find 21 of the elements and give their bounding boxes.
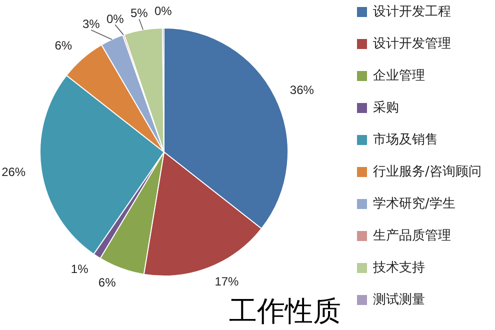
text: 工作性质 xyxy=(229,296,341,328)
data-label: 0% xyxy=(106,12,124,26)
legend-label: 采购 xyxy=(373,100,399,116)
legend-label: 市场及销售 xyxy=(373,132,438,148)
data-label: 26% xyxy=(2,165,26,180)
legend-label: 行业服务/咨询顾问 xyxy=(373,164,482,180)
data-label: 6% xyxy=(54,38,72,53)
legend-label: 企业管理 xyxy=(373,68,425,84)
data-label: 0% xyxy=(154,4,172,18)
legend-label: 设计开发管理 xyxy=(373,36,451,52)
legend-label: 设计开发工程 xyxy=(373,4,451,20)
legend-label: 测试测量 xyxy=(373,292,425,308)
legend-label: 学术研究/学生 xyxy=(373,196,456,212)
data-label: 36% xyxy=(290,82,314,97)
data-label: 17% xyxy=(214,274,240,289)
legend-label: 技术支持 xyxy=(372,260,425,276)
data-label: 1% xyxy=(70,262,89,276)
data-label: 3% xyxy=(82,17,100,32)
data-label: 5% xyxy=(130,6,148,20)
legend-label: 生产品质管理 xyxy=(373,228,451,244)
data-label: 6% xyxy=(98,276,116,290)
